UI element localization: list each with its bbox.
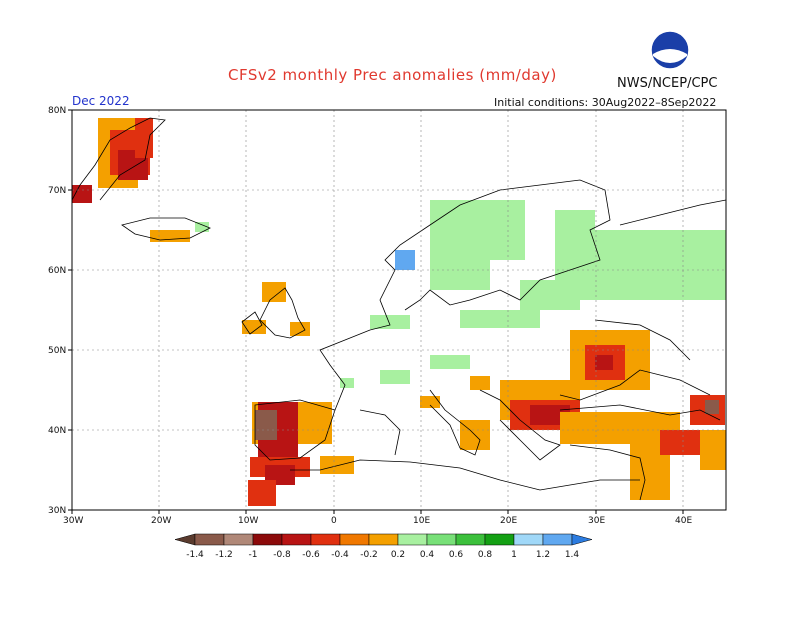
colorbar-label: 0.2 [391, 550, 405, 560]
colorbar-label: -1 [249, 550, 258, 560]
coastlines [71, 117, 727, 501]
colorbar-label: -1.2 [215, 550, 233, 560]
colorbar-label: 1.2 [536, 550, 550, 560]
map-frame [71, 109, 727, 511]
colorbar-swatch [455, 533, 486, 546]
lon-label: 10W [238, 516, 258, 526]
colorbar-swatch [339, 533, 370, 546]
colorbar-swatch [542, 533, 573, 546]
agency-label: NWS/NCEP/CPC [617, 76, 718, 91]
lon-label: 30W [63, 516, 83, 526]
lon-label: 30E [588, 516, 605, 526]
lon-label: 20E [500, 516, 517, 526]
colorbar-label: 0.6 [449, 550, 464, 560]
lat-label: 60N [48, 266, 66, 276]
longitude-labels: 30W 20W 10W 0 10E 20E 30E 40E [63, 516, 692, 526]
lon-label: 0 [331, 516, 337, 526]
latitude-labels: 80N 70N 60N 50N 40N 30N [48, 106, 66, 516]
colorbar-label: 0.8 [478, 550, 493, 560]
colorbar-swatch [484, 533, 515, 546]
colorbar-swatch [194, 533, 225, 546]
colorbar-label: 1.4 [565, 550, 580, 560]
colorbar-swatch [310, 533, 341, 546]
tick-marks [68, 109, 684, 514]
lat-label: 50N [48, 346, 66, 356]
colorbar-swatch [513, 533, 544, 546]
colorbar-label: -0.8 [273, 550, 291, 560]
colorbar-swatch [223, 533, 254, 546]
colorbar-swatch [368, 533, 399, 546]
colorbar-swatch [397, 533, 428, 546]
lat-label: 30N [48, 506, 66, 516]
colorbar-label: -1.4 [186, 550, 204, 560]
colorbar: -1.4 -1.2 -1 -0.8 -0.6 -0.4 -0.2 0.2 0.4 0.6 0.8 1 1… [174, 533, 593, 560]
colorbar-label: 0.4 [420, 550, 435, 560]
colorbar-label: 1 [511, 550, 517, 560]
lat-label: 70N [48, 186, 66, 196]
map-title: CFSv2 monthly Prec anomalies (mm/day) [228, 66, 557, 84]
lon-label: 20W [151, 516, 171, 526]
lat-label: 40N [48, 426, 66, 436]
graticule [72, 110, 726, 510]
colorbar-swatch [252, 533, 283, 546]
lon-label: 10E [413, 516, 430, 526]
colorbar-swatch [426, 533, 457, 546]
colorbar-arrow-right [571, 533, 593, 546]
colorbar-swatch [281, 533, 312, 546]
colorbar-label: -0.2 [360, 550, 378, 560]
initial-conditions: Initial conditions: 30Aug2022–8Sep2022 [494, 96, 717, 109]
colorbar-label: -0.6 [302, 550, 320, 560]
colorbar-label: -0.4 [331, 550, 349, 560]
lat-label: 80N [48, 106, 66, 116]
lon-label: 40E [675, 516, 692, 526]
noaa-logo-icon [650, 30, 690, 70]
anomaly-shading [72, 118, 726, 506]
colorbar-arrow-left [174, 533, 196, 546]
forecast-month: Dec 2022 [72, 94, 130, 108]
